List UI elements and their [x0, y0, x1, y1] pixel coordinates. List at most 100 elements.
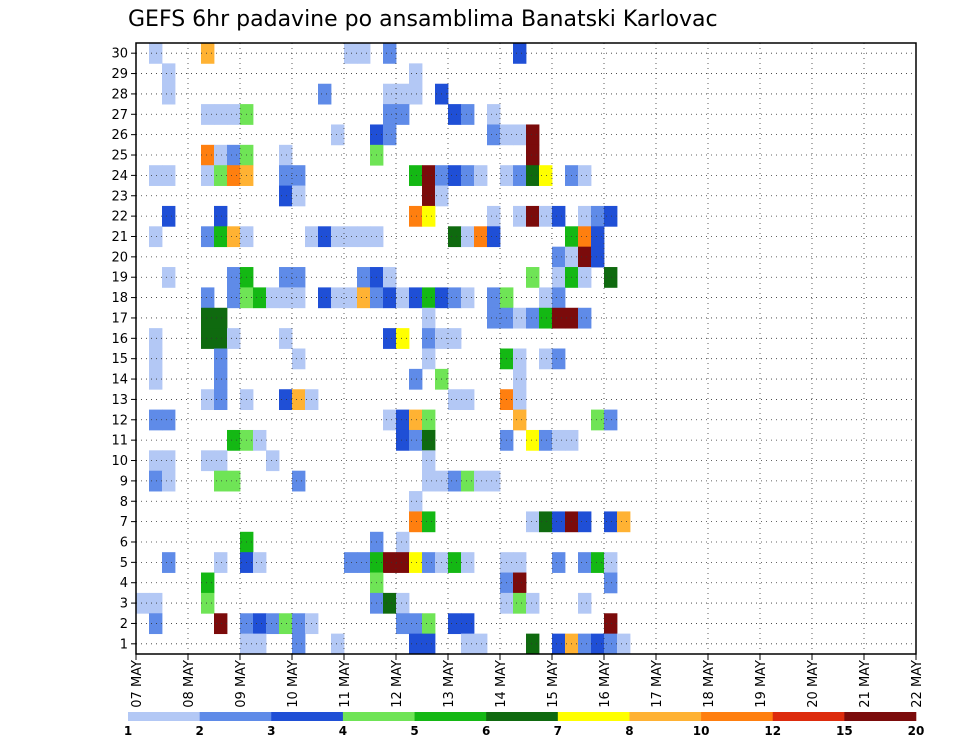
x-tick-label: 14 MAY	[494, 660, 509, 708]
heatmap-cell	[214, 368, 228, 390]
heatmap-cell	[422, 633, 436, 655]
heatmap-cell	[292, 633, 306, 655]
colorbar-swatch	[486, 712, 559, 721]
y-tick-label: 15	[111, 352, 128, 367]
heatmap-cell	[604, 552, 618, 573]
heatmap-cell	[526, 205, 540, 227]
heatmap-cell	[422, 307, 436, 329]
y-tick-label: 30	[111, 47, 128, 62]
x-tick-label: 22 MAY	[910, 660, 925, 708]
y-tick-label: 14	[111, 373, 128, 388]
heatmap-cell	[162, 470, 176, 492]
x-tick-label: 08 MAY	[182, 660, 197, 708]
heatmap-cell	[409, 409, 423, 431]
heatmap-cell	[487, 226, 501, 248]
heatmap-cell	[201, 287, 215, 309]
heatmap-cell	[409, 205, 423, 227]
heatmap-cell	[253, 613, 267, 635]
heatmap-cell	[409, 429, 423, 451]
heatmap-cell	[526, 633, 540, 655]
heatmap-cell	[162, 450, 176, 472]
heatmap-cell	[162, 63, 176, 85]
heatmap-cell	[279, 287, 293, 309]
heatmap-cell	[422, 409, 436, 431]
heatmap-cell	[422, 348, 436, 370]
heatmap-cell	[552, 246, 566, 268]
heatmap-cell	[357, 552, 371, 573]
heatmap-cell	[474, 226, 488, 248]
heatmap-cell	[474, 633, 488, 655]
heatmap-cell	[396, 287, 410, 309]
heatmap-cell	[487, 287, 501, 309]
heatmap-cell	[552, 511, 566, 533]
heatmap-cell	[214, 165, 228, 186]
heatmap-cell	[357, 226, 371, 248]
heatmap-cell	[318, 83, 332, 105]
heatmap-cell	[201, 43, 215, 64]
y-tick-label: 24	[111, 169, 128, 184]
heatmap-cell	[383, 409, 397, 431]
heatmap-cell	[253, 429, 267, 451]
heatmap-cell	[292, 185, 306, 207]
heatmap-cell	[383, 104, 397, 125]
heatmap-cell	[487, 470, 501, 492]
grid-lines	[136, 43, 916, 654]
colorbar-label: 15	[836, 724, 853, 738]
colorbar-swatch	[199, 712, 272, 721]
x-tick-label: 17 MAY	[650, 660, 665, 708]
heatmap-cell	[552, 205, 566, 227]
colorbar-swatch	[844, 712, 917, 721]
heatmap-cell	[409, 511, 423, 533]
heatmap-cell	[526, 165, 540, 186]
heatmap-cell	[617, 633, 631, 655]
x-tick-label: 12 MAY	[390, 660, 405, 708]
heatmap-cell	[461, 226, 475, 248]
colorbar-label: 20	[908, 724, 925, 738]
colorbar-label: 1	[124, 724, 132, 738]
heatmap-cell	[513, 592, 527, 614]
heatmap-cell	[422, 552, 436, 573]
heatmap-cell	[149, 328, 163, 349]
heatmap-cell	[578, 592, 592, 614]
heatmap-cell	[396, 83, 410, 105]
heatmap-cell	[591, 246, 605, 268]
y-tick-label: 11	[111, 434, 128, 449]
colorbar-swatch	[128, 712, 200, 721]
x-axis: 07 MAY 08 MAY 09 MAY 10 MAY 11 MAY 12 MAY 13 M…	[130, 654, 925, 708]
heatmap-cell	[214, 205, 228, 227]
heatmap-cell	[409, 633, 423, 655]
y-tick-label: 5	[120, 556, 128, 571]
heatmap-cell	[201, 328, 215, 349]
y-tick-label: 9	[120, 474, 128, 489]
heatmap-cell	[253, 287, 267, 309]
x-tick-label: 07 MAY	[130, 660, 145, 708]
heatmap-cell	[513, 389, 527, 410]
heatmap-cell	[513, 552, 527, 573]
heatmap-cell	[552, 633, 566, 655]
y-tick-label: 28	[111, 87, 128, 102]
heatmap-cell	[383, 552, 397, 573]
heatmap-cell	[149, 348, 163, 370]
heatmap-cell	[201, 389, 215, 410]
heatmap-cell	[279, 165, 293, 186]
y-tick-label: 6	[120, 535, 128, 550]
heatmap-cell	[526, 124, 540, 146]
y-tick-label: 29	[111, 67, 128, 82]
heatmap-cell	[318, 226, 332, 248]
colorbar-label: 7	[554, 724, 562, 738]
heatmap-cell	[396, 104, 410, 125]
heatmap-cell	[448, 552, 462, 573]
heatmap-cell	[344, 43, 358, 64]
heatmap-cell	[214, 613, 228, 635]
heatmap-cell	[578, 267, 592, 288]
heatmap-cell	[552, 287, 566, 309]
heatmap-cell	[448, 470, 462, 492]
heatmap-cell	[149, 470, 163, 492]
heatmap-cell	[474, 470, 488, 492]
heatmap-cell	[409, 63, 423, 85]
colorbar-label: 6	[482, 724, 490, 738]
heatmap-cell	[214, 144, 228, 166]
heatmap-cell	[201, 592, 215, 614]
heatmap-cell	[162, 552, 176, 573]
heatmap-cell	[513, 43, 527, 64]
